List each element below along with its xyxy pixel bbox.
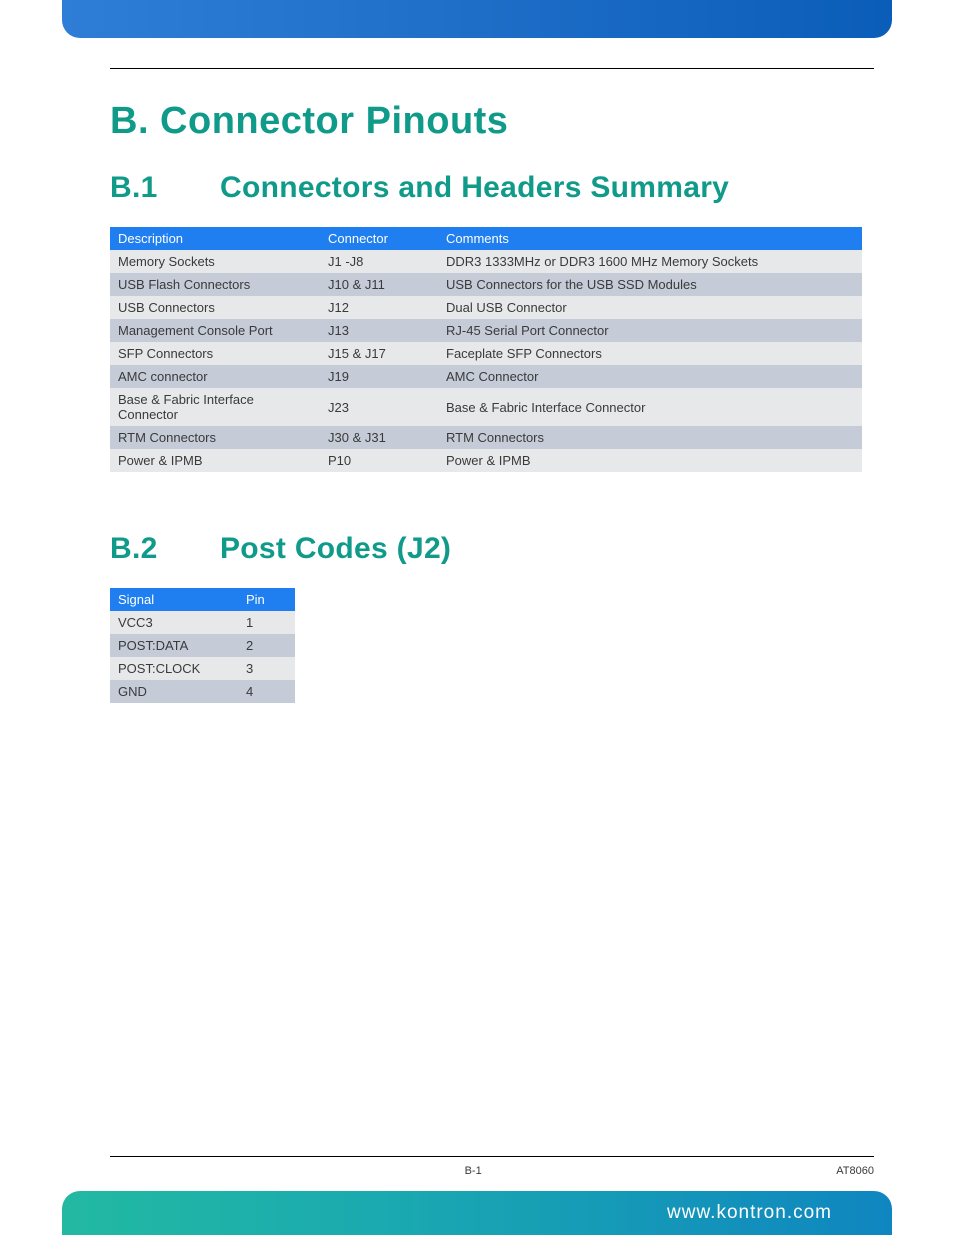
top-banner [62,0,892,38]
table-row: Base & Fabric Interface ConnectorJ23Base… [110,388,862,426]
table-cell: J10 & J11 [320,273,438,296]
table-cell: Dual USB Connector [438,296,862,319]
table-cell: POST:CLOCK [110,657,238,680]
table-cell: SFP Connectors [110,342,320,365]
table-cell: POST:DATA [110,634,238,657]
heading-2-b1: B.1Connectors and Headers Summary [110,171,874,205]
table-row: SFP ConnectorsJ15 & J17Faceplate SFP Con… [110,342,862,365]
table-row: Memory SocketsJ1 -J8DDR3 1333MHz or DDR3… [110,250,862,273]
col-signal: Signal [110,588,238,611]
col-pin: Pin [238,588,295,611]
table-cell: USB Flash Connectors [110,273,320,296]
col-connector: Connector [320,227,438,250]
heading-1: B. Connector Pinouts [110,100,874,143]
table-cell: Memory Sockets [110,250,320,273]
col-description: Description [110,227,320,250]
table-row: USB ConnectorsJ12Dual USB Connector [110,296,862,319]
page-content: B. Connector Pinouts B.1Connectors and H… [110,100,874,703]
table-cell: J12 [320,296,438,319]
table-cell: J13 [320,319,438,342]
table-cell: USB Connectors [110,296,320,319]
table-row: RTM ConnectorsJ30 & J31RTM Connectors [110,426,862,449]
table-cell: VCC3 [110,611,238,634]
table-row: VCC31 [110,611,295,634]
table-cell: P10 [320,449,438,472]
heading-2-b2-text: Post Codes (J2) [220,532,451,565]
page-number: B-1 [465,1165,482,1177]
table-cell: AMC connector [110,365,320,388]
table-cell: J30 & J31 [320,426,438,449]
model-number: AT8060 [836,1165,874,1177]
table-cell: Power & IPMB [110,449,320,472]
table-cell: J23 [320,388,438,426]
table-cell: Base & Fabric Interface Connector [110,388,320,426]
table-cell: Base & Fabric Interface Connector [438,388,862,426]
table-row: POST:CLOCK3 [110,657,295,680]
table-header-row: Signal Pin [110,588,295,611]
heading-2-b1-num: B.1 [110,171,220,205]
footer-url: www.kontron.com [667,1202,832,1224]
rule-bottom [110,1156,874,1157]
table-cell: J19 [320,365,438,388]
table-header-row: Description Connector Comments [110,227,862,250]
table-row: Management Console PortJ13RJ-45 Serial P… [110,319,862,342]
footer-meta: B-1 AT8060 [110,1165,874,1177]
table-cell: GND [110,680,238,703]
table-cell: RJ-45 Serial Port Connector [438,319,862,342]
table-cell: 2 [238,634,295,657]
table-row: Power & IPMBP10Power & IPMB [110,449,862,472]
table-row: GND4 [110,680,295,703]
table-cell: Management Console Port [110,319,320,342]
col-comments: Comments [438,227,862,250]
table-cell: J1 -J8 [320,250,438,273]
table-cell: USB Connectors for the USB SSD Modules [438,273,862,296]
table-cell: Power & IPMB [438,449,862,472]
table-cell: 3 [238,657,295,680]
table-cell: RTM Connectors [438,426,862,449]
heading-2-b2-num: B.2 [110,532,220,566]
heading-2-b2: B.2Post Codes (J2) [110,532,874,566]
rule-top [110,68,874,69]
footer-banner: www.kontron.com [62,1191,892,1235]
table-cell: 4 [238,680,295,703]
table-cell: RTM Connectors [110,426,320,449]
post-codes-table: Signal Pin VCC31POST:DATA2POST:CLOCK3GND… [110,588,295,703]
table-cell: DDR3 1333MHz or DDR3 1600 MHz Memory Soc… [438,250,862,273]
table-row: AMC connectorJ19AMC Connector [110,365,862,388]
table-row: USB Flash ConnectorsJ10 & J11USB Connect… [110,273,862,296]
table-cell: Faceplate SFP Connectors [438,342,862,365]
heading-2-b1-text: Connectors and Headers Summary [220,171,729,204]
connectors-summary-table: Description Connector Comments Memory So… [110,227,862,472]
table-cell: AMC Connector [438,365,862,388]
table-cell: J15 & J17 [320,342,438,365]
table-row: POST:DATA2 [110,634,295,657]
table-cell: 1 [238,611,295,634]
